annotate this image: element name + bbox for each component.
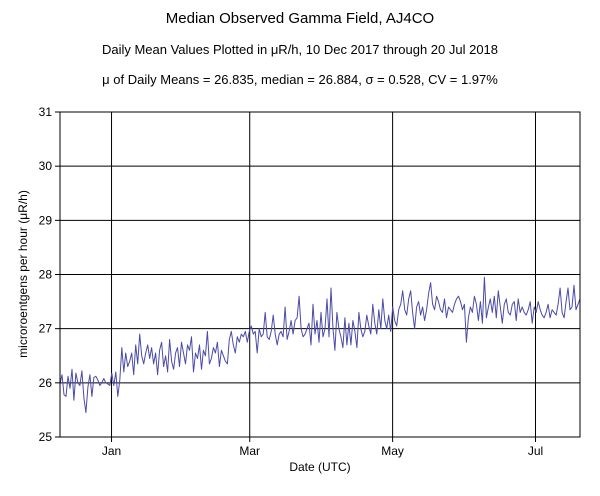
chart-title: Median Observed Gamma Field, AJ4CO — [165, 10, 435, 27]
y-tick-label: 28 — [39, 268, 53, 282]
y-tick-label: 30 — [39, 159, 53, 173]
y-axis-label: microroentgens per hour (μR/h) — [16, 190, 30, 358]
x-tick-label: Mar — [239, 444, 260, 458]
series-layer — [59, 276, 581, 414]
x-axis-ticks: Jan Mar May Jul — [102, 437, 543, 458]
x-tick-label: Jan — [102, 444, 121, 458]
y-tick-label: 31 — [39, 105, 53, 119]
y-tick-label: 27 — [39, 322, 53, 336]
data-series-line — [59, 276, 581, 414]
y-tick-label: 26 — [39, 376, 53, 390]
x-axis-label: Date (UTC) — [289, 460, 350, 474]
chart-grid — [60, 112, 580, 437]
y-tick-label: 29 — [39, 213, 53, 227]
chart-statistics: μ of Daily Means = 26.835, median = 26.8… — [102, 72, 498, 87]
y-axis-ticks: 25 26 27 28 29 30 31 — [39, 105, 60, 444]
x-tick-label: Jul — [528, 444, 543, 458]
x-tick-label: May — [381, 444, 404, 458]
y-tick-label: 25 — [39, 430, 53, 444]
chart-subtitle: Daily Mean Values Plotted in μR/h, 10 De… — [101, 42, 499, 57]
